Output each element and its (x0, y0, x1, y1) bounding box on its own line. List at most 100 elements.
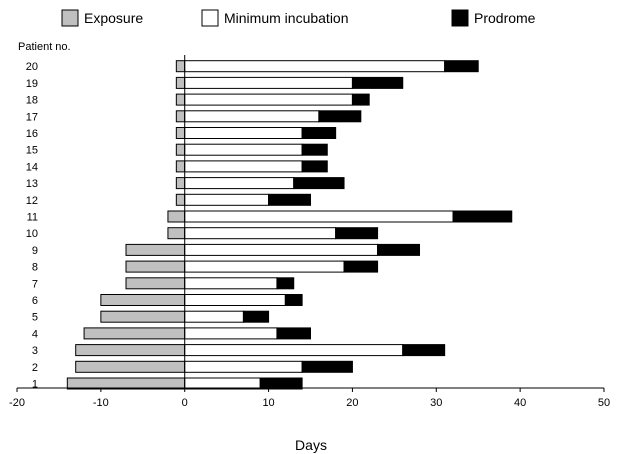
legend-swatch-exposure (61, 9, 79, 27)
bar-prodrome-patient-15 (301, 143, 328, 156)
bar-prodrome-patient-5 (242, 310, 270, 323)
bar-prodrome-patient-6 (284, 294, 303, 306)
bar-minimum-incubation-patient-17 (184, 110, 320, 123)
category-label-6: 6 (32, 295, 38, 307)
category-label-13: 13 (26, 178, 38, 190)
category-label-8: 8 (32, 262, 38, 274)
category-label-10: 10 (26, 228, 38, 240)
x-tick-label-30: 30 (430, 397, 442, 409)
bar-exposure-patient-6 (100, 294, 186, 306)
legend-swatch-prodrome (451, 9, 469, 27)
bar-exposure-patient-9 (125, 243, 186, 256)
bar-prodrome-patient-19 (351, 76, 404, 89)
bar-minimum-incubation-patient-10 (184, 227, 337, 240)
x-axis: -20 -10 0 10 20 30 40 50 (9, 55, 610, 409)
legend: Exposure Minimum incubation Prodrome (61, 9, 536, 27)
bar-exposure-patient-1 (66, 377, 186, 390)
x-tick-label--10: -10 (93, 397, 109, 409)
bar-prodrome-patient-8 (343, 260, 379, 273)
bar-exposure-patient-2 (75, 360, 186, 373)
bar-prodrome-patient-14 (301, 160, 328, 173)
x-tick-label-50: 50 (598, 397, 610, 409)
bar-minimum-incubation-patient-1 (184, 377, 261, 390)
bar-minimum-incubation-patient-5 (184, 310, 244, 323)
bar-minimum-incubation-patient-14 (184, 160, 303, 173)
legend-label-exposure: Exposure (84, 10, 143, 26)
bar-exposure-patient-18 (175, 93, 186, 106)
bar-exposure-patient-8 (125, 260, 186, 273)
y-axis-label: Patient no. (18, 41, 71, 53)
bar-minimum-incubation-patient-2 (184, 360, 303, 373)
bar-minimum-incubation-patient-8 (184, 260, 345, 273)
category-label-20: 20 (26, 61, 38, 73)
bar-exposure-patient-12 (175, 193, 186, 206)
bar-prodrome-patient-3 (402, 344, 446, 357)
legend-swatch-minimum-incubation (201, 9, 219, 27)
category-label-4: 4 (32, 328, 38, 340)
category-label-2: 2 (32, 362, 38, 374)
bar-prodrome-patient-17 (318, 110, 362, 123)
bar-minimum-incubation-patient-19 (184, 76, 353, 89)
bar-minimum-incubation-patient-7 (184, 277, 278, 290)
bar-exposure-patient-11 (167, 210, 186, 223)
bar-prodrome-patient-10 (335, 227, 379, 240)
bar-minimum-incubation-patient-6 (184, 294, 286, 306)
category-label-17: 17 (26, 111, 38, 123)
bar-minimum-incubation-patient-12 (184, 193, 270, 206)
bar-prodrome-patient-18 (351, 93, 370, 106)
bar-prodrome-patient-2 (301, 360, 353, 373)
bar-minimum-incubation-patient-4 (184, 327, 278, 340)
bar-minimum-incubation-patient-9 (184, 243, 379, 256)
bar-minimum-incubation-patient-15 (184, 143, 303, 156)
bar-exposure-patient-16 (175, 127, 186, 139)
category-label-7: 7 (32, 278, 38, 290)
x-tick-label-10: 10 (262, 397, 274, 409)
category-label-11: 11 (27, 212, 38, 224)
bar-exposure-patient-4 (83, 327, 186, 340)
bar-prodrome-patient-13 (293, 177, 345, 190)
bars-group (66, 60, 513, 390)
category-label-15: 15 (26, 145, 38, 157)
bar-prodrome-patient-20 (444, 60, 479, 73)
bar-exposure-patient-14 (175, 160, 186, 173)
bar-prodrome-patient-16 (301, 127, 337, 139)
category-label-9: 9 (32, 245, 38, 257)
x-tick-label-40: 40 (514, 397, 526, 409)
category-label-1: 1 (32, 379, 38, 391)
category-label-18: 18 (26, 95, 38, 107)
x-axis-label: Days (295, 437, 327, 453)
bar-exposure-patient-17 (175, 110, 186, 123)
bar-prodrome-patient-9 (377, 243, 421, 256)
category-label-14: 14 (26, 161, 38, 173)
bar-exposure-patient-5 (100, 310, 186, 323)
category-label-12: 12 (26, 195, 38, 207)
bar-minimum-incubation-patient-20 (184, 60, 446, 73)
bar-exposure-patient-20 (175, 60, 186, 73)
bar-minimum-incubation-patient-13 (184, 177, 295, 190)
category-label-19: 19 (26, 78, 38, 90)
bar-prodrome-patient-1 (259, 377, 303, 390)
bar-exposure-patient-3 (75, 344, 186, 357)
bar-minimum-incubation-patient-3 (184, 344, 404, 357)
bar-exposure-patient-7 (125, 277, 186, 290)
bar-prodrome-patient-12 (268, 193, 312, 206)
category-label-3: 3 (32, 345, 38, 357)
bar-minimum-incubation-patient-18 (184, 93, 353, 106)
x-tick-label--20: -20 (9, 397, 25, 409)
bar-exposure-patient-13 (175, 177, 186, 190)
bar-minimum-incubation-patient-16 (184, 127, 303, 139)
bar-exposure-patient-15 (175, 143, 186, 156)
bar-prodrome-patient-4 (276, 327, 312, 340)
bar-prodrome-patient-7 (276, 277, 295, 290)
bar-prodrome-patient-11 (452, 210, 513, 223)
bar-exposure-patient-19 (175, 76, 186, 89)
x-tick-label-20: 20 (346, 397, 358, 409)
legend-label-prodrome: Prodrome (474, 10, 536, 26)
x-tick-label-0: 0 (182, 397, 188, 409)
category-label-16: 16 (26, 128, 38, 140)
legend-label-minimum-incubation: Minimum incubation (224, 10, 349, 26)
bar-exposure-patient-10 (167, 227, 186, 240)
category-label-5: 5 (32, 312, 38, 324)
